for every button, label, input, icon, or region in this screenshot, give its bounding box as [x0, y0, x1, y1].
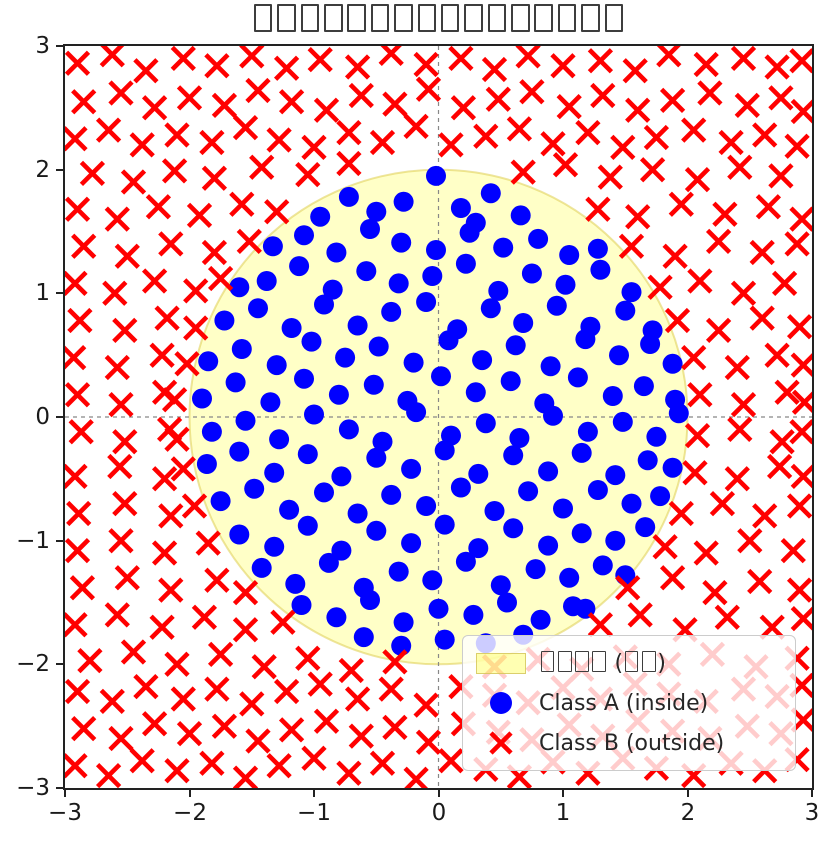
legend-item-class-a: Class A (inside) [473, 683, 785, 723]
scatter-canvas [65, 46, 812, 788]
legend-item-region: () [473, 643, 785, 683]
x-tick-label: −2 [173, 800, 207, 826]
tofu-missing-glyph [557, 650, 572, 672]
y-tick-label: −2 [16, 651, 50, 677]
y-tick [56, 169, 63, 171]
y-tick-label: −3 [16, 775, 50, 801]
legend-item-class-b: Class B (outside) [473, 723, 785, 763]
legend: () Class A (inside) Class B (outside) [462, 635, 796, 771]
tofu-missing-glyph [277, 3, 296, 32]
tofu-missing-glyph [592, 650, 606, 672]
legend-label-class-b: Class B (outside) [539, 730, 725, 756]
y-tick-label: −1 [16, 528, 50, 554]
x-tick-label: 2 [680, 800, 696, 826]
y-tick [56, 416, 63, 418]
y-tick [56, 663, 63, 665]
x-tick-label: −3 [48, 800, 82, 826]
tofu-missing-glyph [511, 3, 530, 32]
tofu-missing-glyph [417, 3, 437, 32]
tofu-missing-glyph [394, 3, 413, 32]
y-tick [56, 540, 63, 542]
tofu-missing-glyph [534, 3, 553, 32]
blue-dot-icon [490, 692, 512, 714]
legend-label-region: () [539, 651, 666, 676]
x-tick [687, 790, 689, 797]
tofu-missing-glyph [487, 3, 507, 32]
legend-key-class-a [473, 692, 529, 714]
tofu-missing-glyph [300, 3, 320, 32]
x-tick [64, 790, 66, 797]
x-tick-label: 0 [431, 800, 447, 826]
tofu-missing-glyph [540, 650, 555, 672]
tofu-missing-glyph [253, 3, 273, 32]
plot-area: () Class A (inside) Class B (outside) [63, 44, 814, 790]
y-tick-label: 0 [35, 404, 50, 430]
legend-key-class-b [473, 730, 529, 756]
yellow-patch-icon [476, 652, 526, 674]
y-tick [56, 292, 63, 294]
x-tick [189, 790, 191, 797]
tofu-missing-glyph [347, 3, 366, 32]
tofu-missing-glyph [324, 3, 343, 32]
series-class-a-inside [192, 165, 689, 656]
tofu-missing-glyph [557, 3, 577, 32]
y-tick-label: 3 [35, 33, 50, 59]
y-tick-label: 1 [35, 280, 50, 306]
tofu-missing-glyph [581, 3, 600, 32]
x-tick-label: 3 [804, 800, 820, 826]
y-tick-label: 2 [35, 157, 50, 183]
legend-label-class-a: Class A (inside) [539, 690, 709, 716]
series-class-b-outside [65, 46, 812, 788]
chart-title [65, 3, 812, 37]
legend-key-region [473, 652, 529, 674]
red-x-icon [489, 731, 513, 755]
x-tick-label: −1 [297, 800, 331, 826]
x-tick [811, 790, 813, 797]
tofu-missing-glyph [370, 3, 390, 32]
tofu-missing-glyph [575, 650, 589, 672]
x-tick-label: 1 [555, 800, 571, 826]
tofu-missing-glyph [641, 650, 656, 672]
y-tick [56, 45, 63, 47]
x-tick [438, 790, 440, 797]
tofu-missing-glyph [604, 3, 624, 32]
tofu-missing-glyph [440, 3, 460, 32]
x-tick [562, 790, 564, 797]
tofu-missing-glyph [624, 650, 639, 672]
tofu-missing-glyph [464, 3, 483, 32]
y-tick [56, 787, 63, 789]
x-tick [313, 790, 315, 797]
